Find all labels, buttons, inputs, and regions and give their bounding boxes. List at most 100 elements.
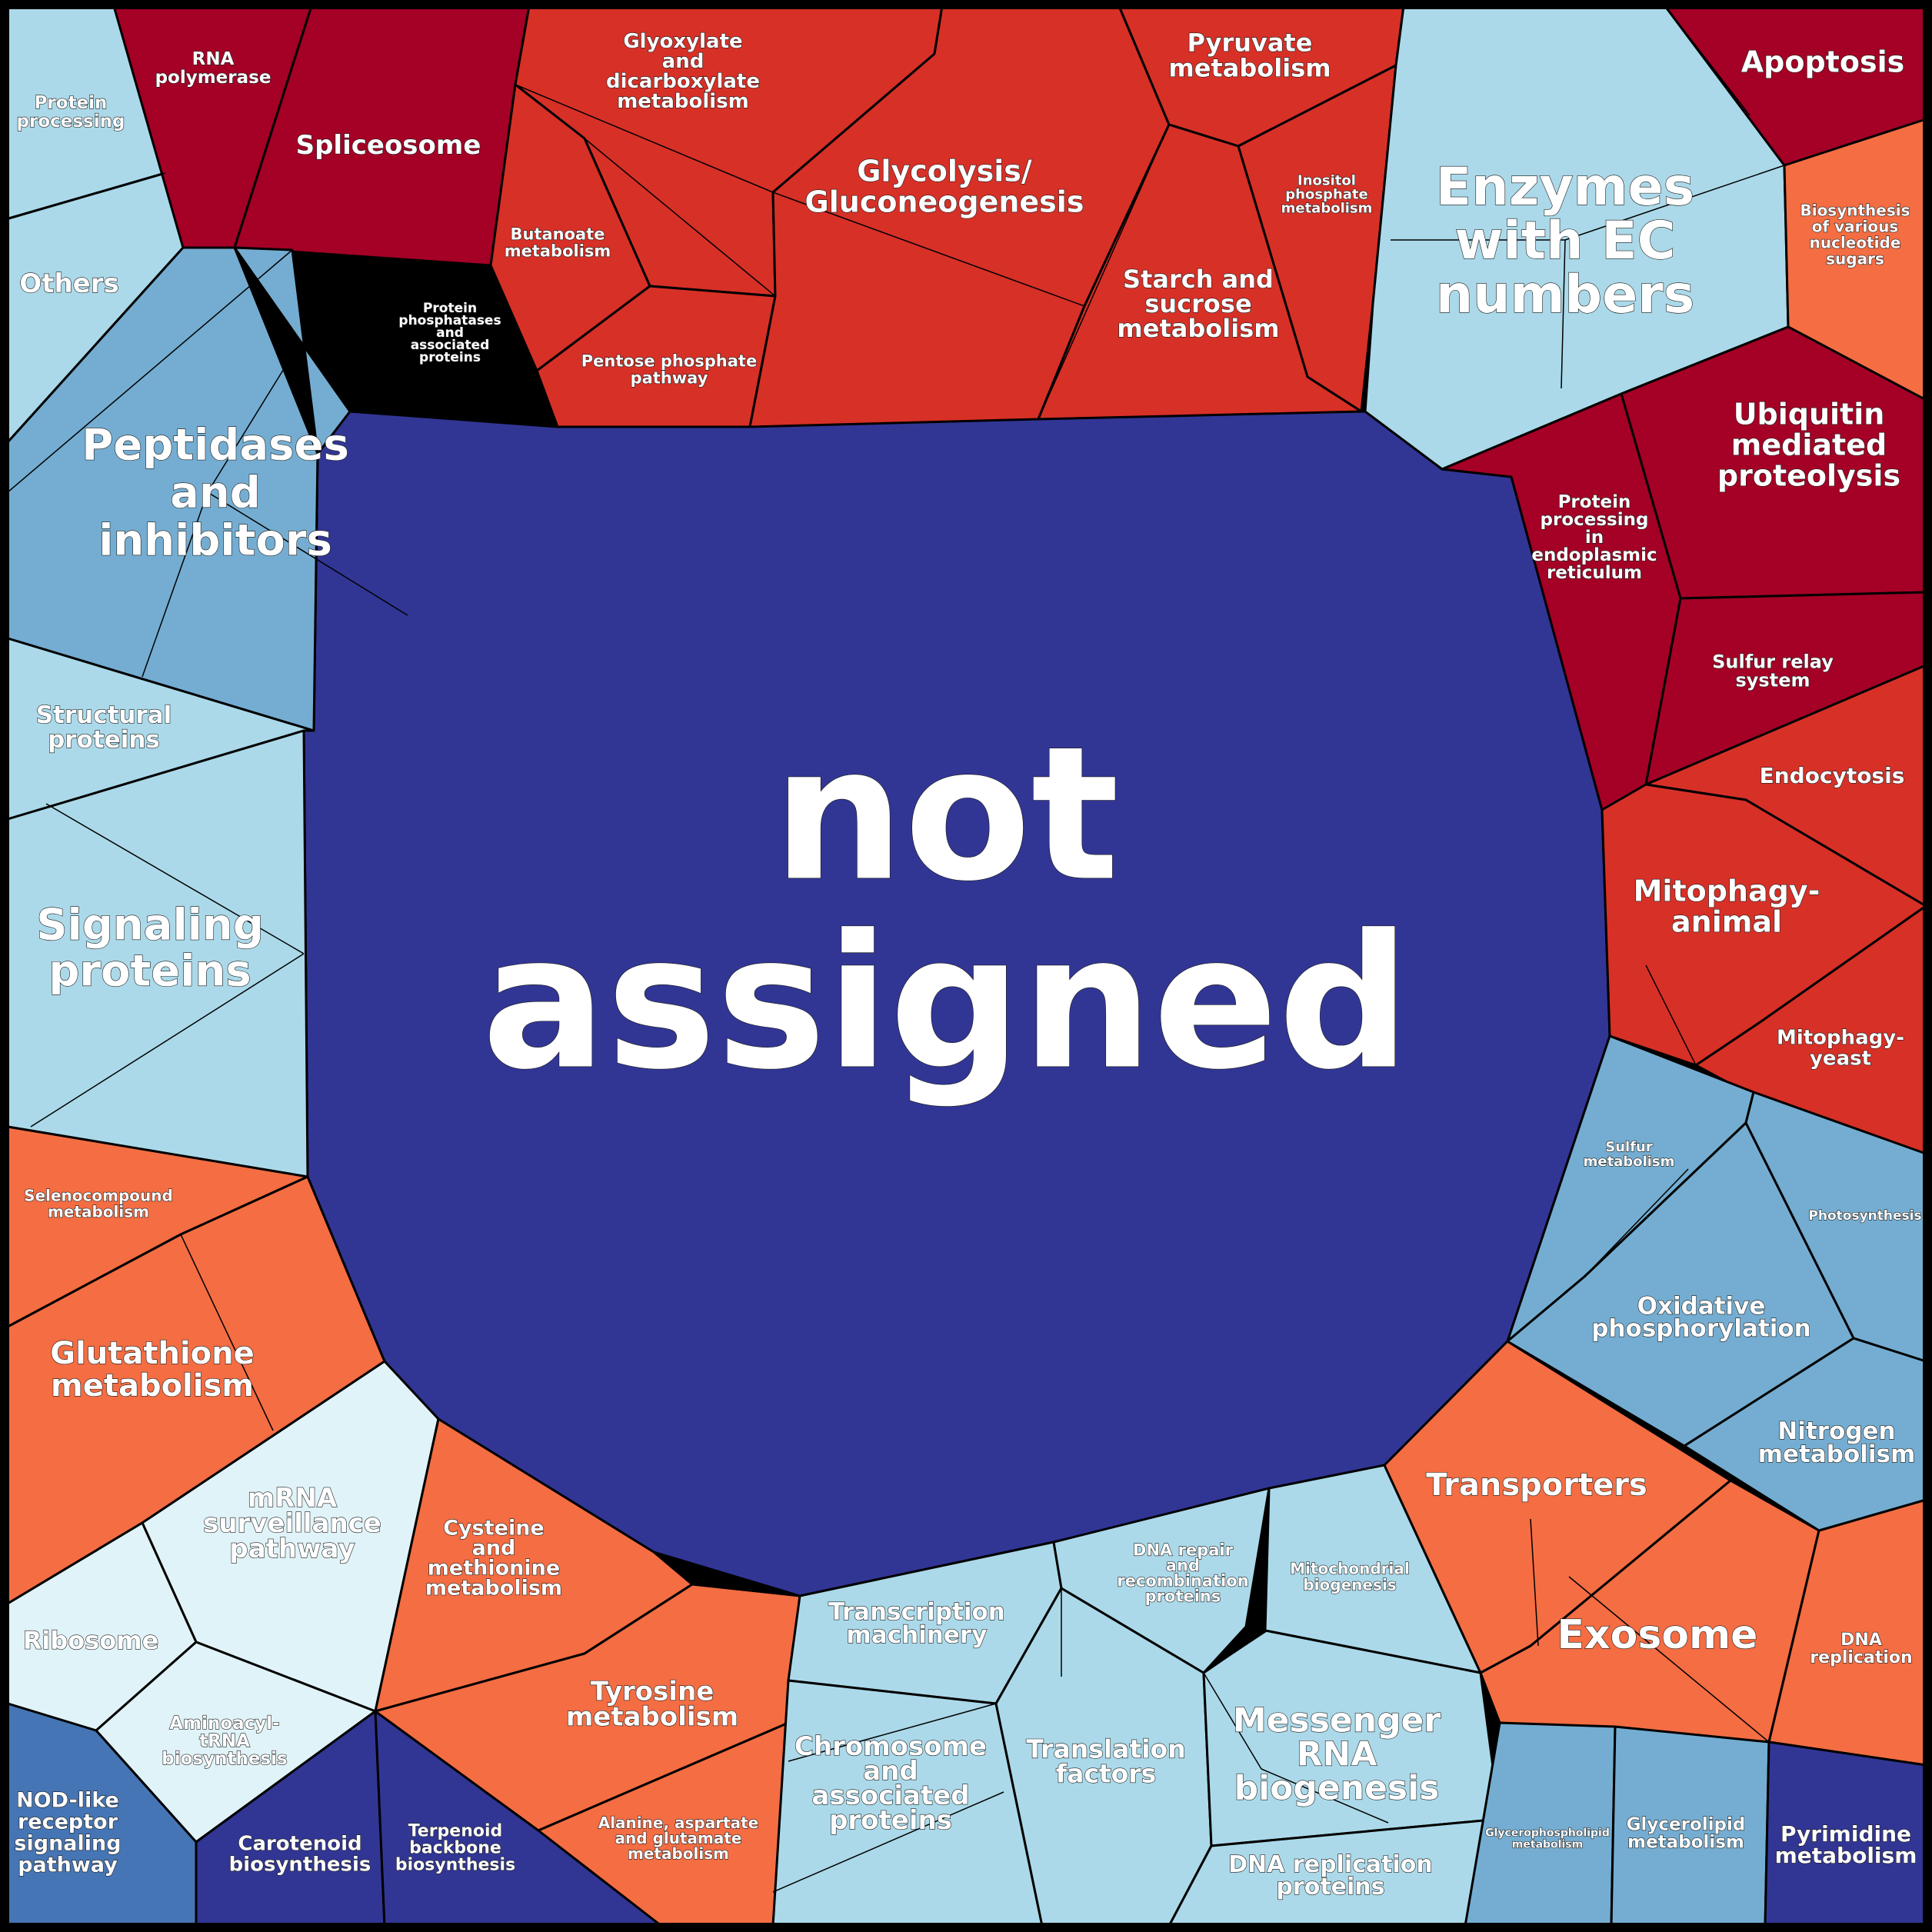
label-line: Glutathione <box>50 1336 255 1371</box>
label-line: metabolism <box>628 1844 729 1863</box>
label-protein-processing-er: Protein processing in endoplasmic reticulum <box>1531 492 1657 583</box>
label-line: Ribosome <box>23 1626 159 1655</box>
label-line: and glutamate <box>615 1829 742 1847</box>
label-line: Tyrosine <box>591 1676 715 1707</box>
label-line: recombination <box>1117 1571 1248 1590</box>
label-line: processing <box>1541 510 1649 530</box>
label-nod-like: NOD-like receptor signaling pathway <box>14 1788 121 1877</box>
label-line: Alanine, aspartate <box>598 1814 759 1832</box>
label-line: metabolism <box>1758 1441 1916 1468</box>
label-line: Aminoacyl- <box>169 1714 279 1734</box>
label-line: tRNA <box>199 1731 250 1751</box>
label-oxidative-phosphorylation: Oxidative phosphorylation <box>1591 1292 1810 1342</box>
label-line: and <box>436 325 464 341</box>
label-pentose-phosphate: Pentose phosphate pathway <box>581 351 757 387</box>
label-line: phosphatases <box>398 313 501 328</box>
label-line: Glycolysis/ <box>857 154 1032 188</box>
label-line: metabolism <box>566 1701 738 1732</box>
label-selenocompound: Selenocompound metabolism <box>24 1187 173 1221</box>
subcell-divider <box>180 1234 274 1431</box>
label-mitochondrial-biogenesis: Mitochondrial biogenesis <box>1290 1560 1410 1594</box>
subcell-divider <box>7 249 293 493</box>
label-line: Inositol <box>1297 172 1356 188</box>
label-line: system <box>1736 669 1810 691</box>
label-line: proteolysis <box>1717 458 1900 492</box>
subcell-divider <box>1564 165 1785 241</box>
label-line: metabolism <box>1584 1154 1675 1170</box>
label-line: Biosynthesis <box>1800 202 1910 220</box>
label-line: Transporters <box>1426 1467 1647 1503</box>
label-line: machinery <box>847 1621 988 1649</box>
cell-messenger-rna[interactable] <box>1202 1629 1501 1847</box>
label-line: proteins <box>419 350 481 365</box>
label-sulfur-relay: Sulfur relay system <box>1712 651 1834 691</box>
label-line: yeast <box>1810 1048 1871 1071</box>
label-others: Others <box>19 268 118 299</box>
label-line: replication <box>1810 1648 1912 1667</box>
subcell-divider <box>1307 376 1362 412</box>
label-line: Glyoxylate <box>623 30 742 53</box>
subcell-divider <box>45 803 305 954</box>
label-line: Pyruvate <box>1188 28 1313 58</box>
cell-dna-repair[interactable] <box>1052 1487 1271 1674</box>
label-line: Photosynthesis <box>1808 1208 1921 1224</box>
label-line: Translation <box>1026 1734 1185 1764</box>
label-line: DNA <box>1840 1631 1882 1650</box>
label-line: Oxidative <box>1637 1292 1766 1320</box>
label-pyruvate: Pyruvate metabolism <box>1168 28 1331 83</box>
label-inositol-phosphate: Inositol phosphate metabolism <box>1281 172 1373 216</box>
label-line: biosynthesis <box>229 1854 371 1877</box>
label-line: inhibitors <box>98 516 332 566</box>
label-line: Terpenoid <box>408 1822 503 1841</box>
label-line: pathway <box>229 1534 355 1564</box>
label-line: factors <box>1056 1759 1157 1789</box>
label-line: Peptidases <box>82 421 349 471</box>
label-line: numbers <box>1436 265 1694 325</box>
subcell-divider <box>1118 5 1170 125</box>
subcell-divider <box>142 491 208 678</box>
label-line: Transcription <box>828 1598 1005 1626</box>
label-line: mediated <box>1731 428 1887 461</box>
label-endocytosis: Endocytosis <box>1760 763 1905 788</box>
subcell-divider <box>1038 124 1170 420</box>
label-line: Butanoate <box>511 225 605 243</box>
label-line: not <box>773 707 1119 922</box>
label-line: Glycerophospholipid <box>1485 1827 1610 1839</box>
label-carotenoid: Carotenoid biosynthesis <box>229 1833 371 1877</box>
label-mitophagy-yeast: Mitophagy-yeast <box>1777 1027 1904 1071</box>
label-line: mRNA <box>248 1483 338 1514</box>
label-line: metabolism <box>48 1203 149 1221</box>
cell-pentose-phosphate[interactable] <box>535 285 777 428</box>
subcell-divider <box>1203 1672 1262 1770</box>
label-line: Pyrimidine <box>1780 1821 1911 1847</box>
label-line: pathway <box>18 1853 118 1877</box>
label-apoptosis: Apoptosis <box>1741 45 1904 78</box>
label-line: Ubiquitin <box>1734 397 1885 431</box>
label-line: sugars <box>1826 250 1884 268</box>
subcell-divider <box>207 361 289 493</box>
label-terpenoid-backbone: Terpenoid backbone biosynthesis <box>395 1822 515 1875</box>
label-spliceosome: Spliceosome <box>296 130 481 161</box>
subcell-divider <box>1530 1518 1539 1647</box>
label-line: Enzymes <box>1436 157 1694 218</box>
subcell-divider <box>772 192 1085 307</box>
label-mitophagy-animal: Mitophagy-animal <box>1634 874 1820 938</box>
label-line: metabolism <box>425 1576 562 1600</box>
label-line: Mitophagy- <box>1777 1027 1904 1050</box>
label-glyoxylate: Glyoxylate and dicarboxylate metabolism <box>606 30 760 113</box>
label-line: associated <box>811 1780 969 1811</box>
label-line: DNA repair <box>1133 1541 1234 1559</box>
label-line: NOD-like <box>16 1788 119 1812</box>
label-line: Others <box>19 268 118 299</box>
label-line: Mitochondrial <box>1290 1560 1410 1578</box>
label-line: phosphate <box>1285 186 1367 202</box>
label-structural-proteins: Structural proteins <box>36 701 172 754</box>
subcell-divider <box>1561 239 1566 389</box>
subcell-divider <box>5 172 166 220</box>
subcell-divider <box>1645 964 1697 1066</box>
label-line: and <box>662 50 705 73</box>
label-line: Mitophagy- <box>1634 874 1820 908</box>
label-line: biosynthesis <box>162 1749 287 1769</box>
